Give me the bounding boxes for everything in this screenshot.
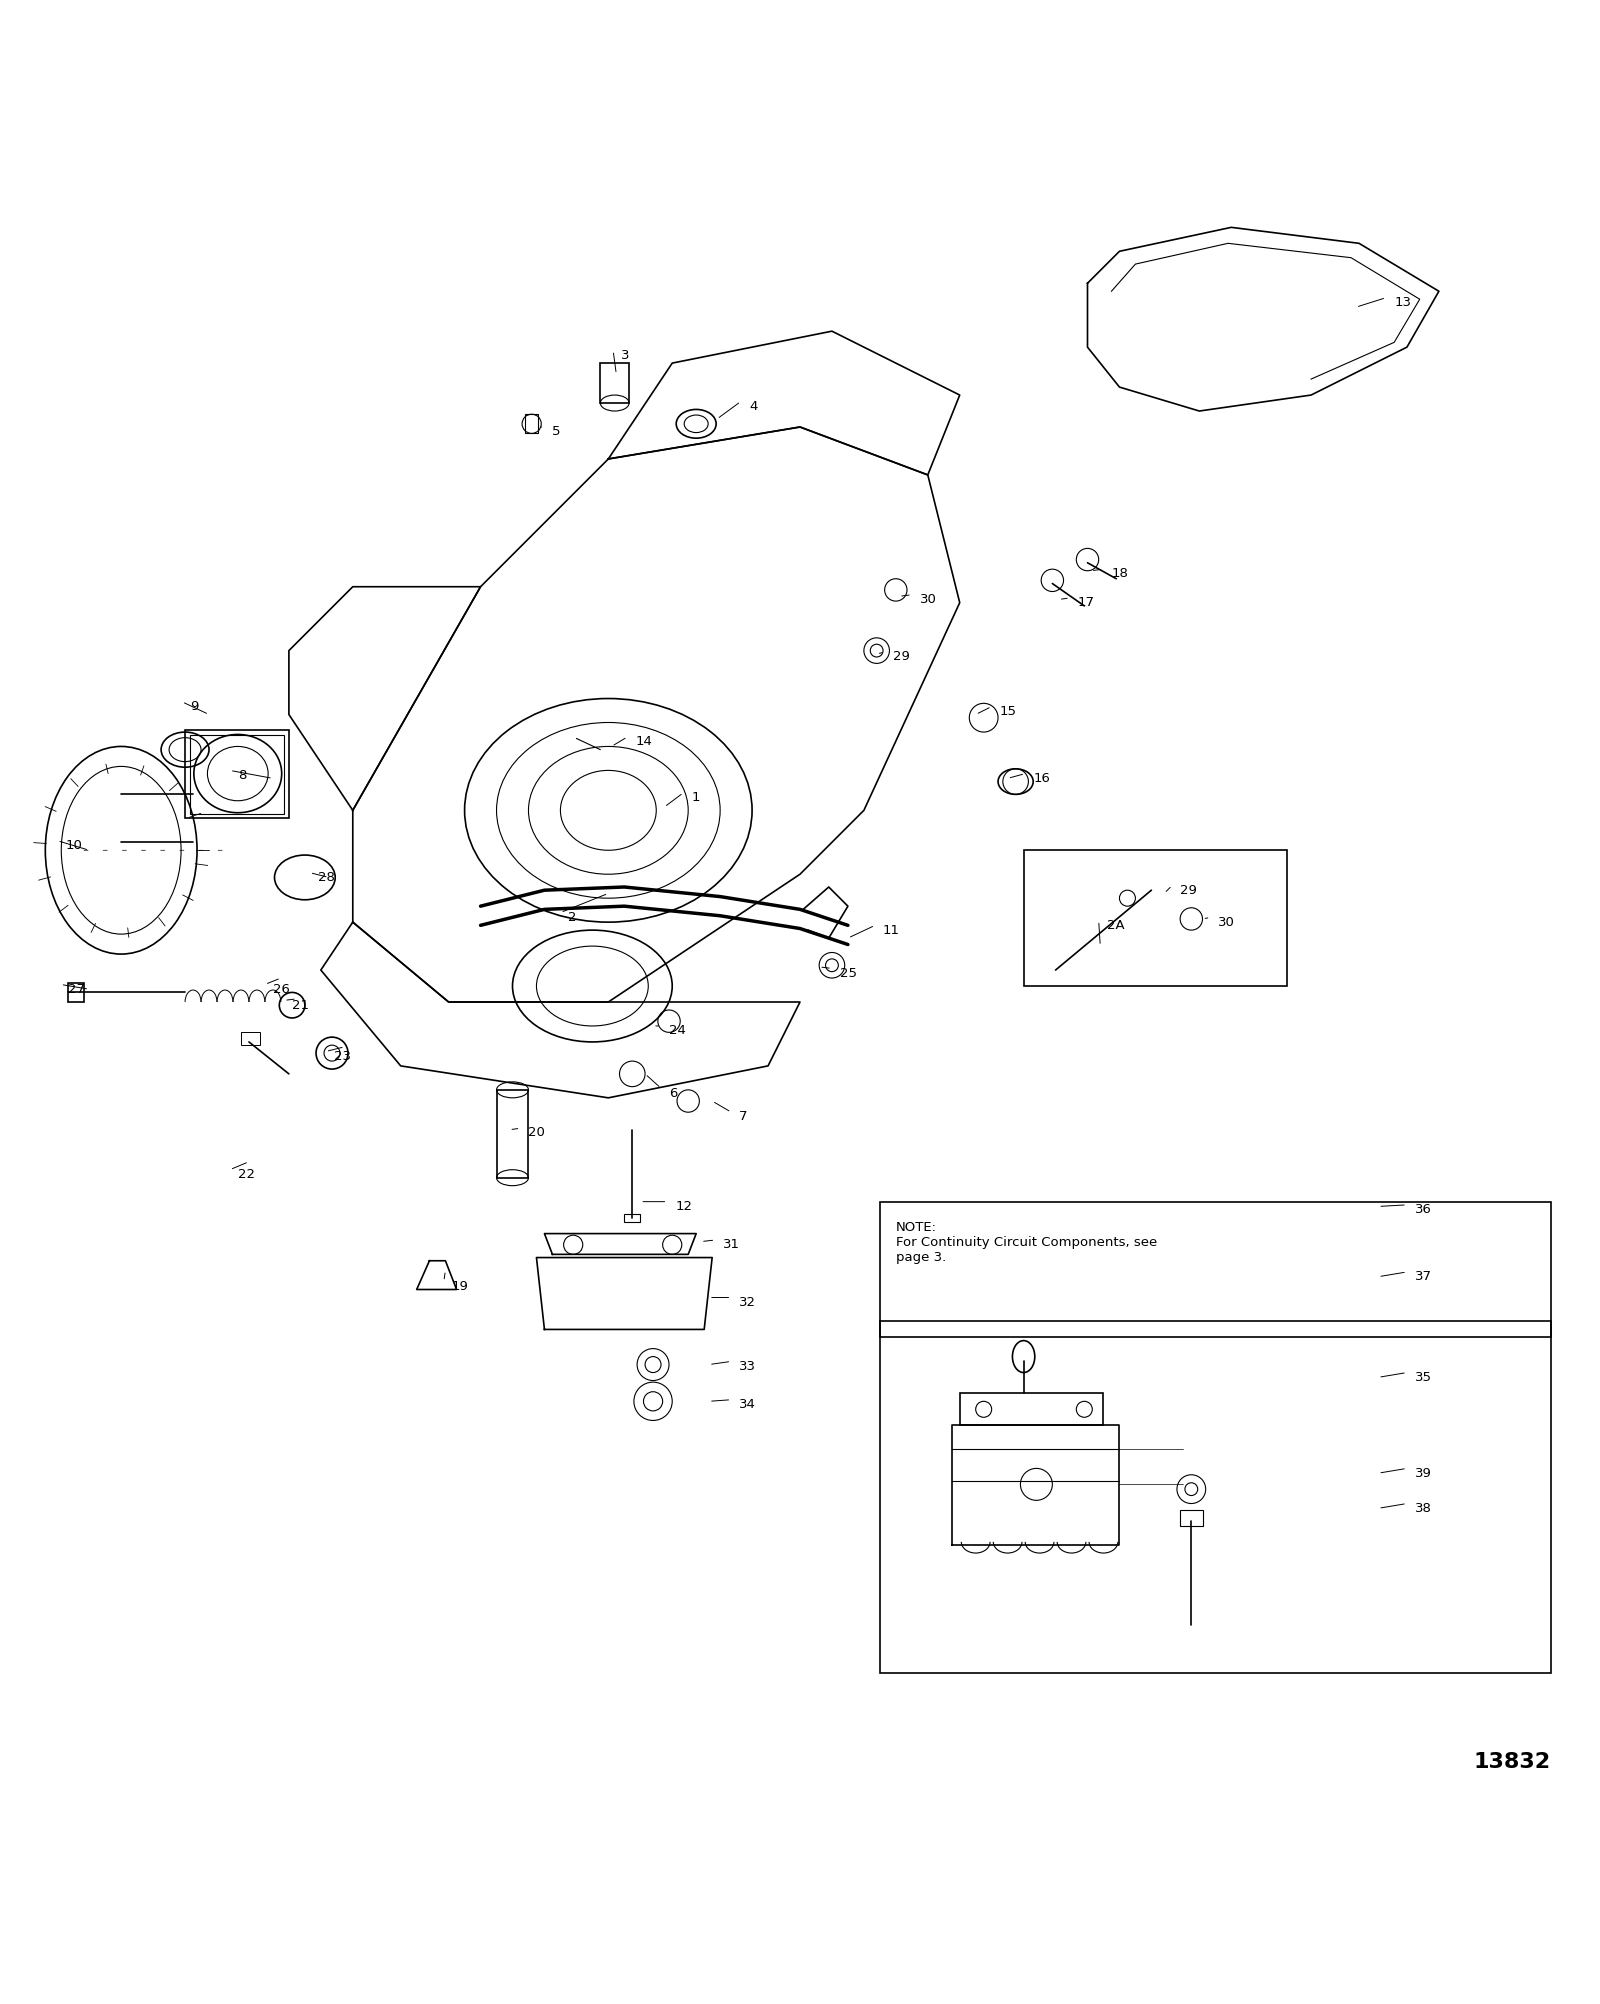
Bar (1181, 1509, 1203, 1525)
Text: 7: 7 (739, 1110, 747, 1124)
Text: 23: 23 (334, 1050, 350, 1062)
Text: 20: 20 (528, 1126, 546, 1140)
Text: 36: 36 (1414, 1202, 1432, 1216)
Text: 22: 22 (238, 1168, 254, 1180)
Text: 1: 1 (691, 792, 699, 804)
Text: 29: 29 (1181, 884, 1197, 896)
Text: 13: 13 (1394, 297, 1411, 309)
Bar (960, 1393, 1104, 1425)
Bar (69, 982, 85, 1002)
Text: 30: 30 (1219, 916, 1235, 928)
Bar (496, 1090, 528, 1178)
Circle shape (563, 1281, 589, 1305)
Bar (880, 1321, 1550, 1673)
Text: 9: 9 (190, 699, 198, 713)
Text: 25: 25 (840, 966, 858, 980)
Bar (1024, 850, 1286, 986)
Text: 38: 38 (1414, 1501, 1432, 1515)
Text: 27: 27 (69, 982, 85, 996)
Text: 3: 3 (621, 349, 630, 361)
Text: 8: 8 (238, 770, 246, 782)
Text: 18: 18 (1112, 567, 1128, 581)
Text: 29: 29 (893, 651, 909, 663)
Text: 17: 17 (1078, 597, 1094, 609)
Bar (624, 1214, 640, 1222)
Text: 10: 10 (66, 840, 82, 852)
Text: 39: 39 (1414, 1467, 1432, 1479)
Text: 16: 16 (1034, 772, 1050, 786)
Text: NOTE:
For Continuity Circuit Components, see
page 3.: NOTE: For Continuity Circuit Components,… (896, 1220, 1157, 1265)
Text: 30: 30 (920, 593, 936, 605)
Text: 11: 11 (883, 924, 901, 936)
Text: 15: 15 (1000, 705, 1016, 717)
Text: 19: 19 (451, 1281, 469, 1293)
Bar (190, 735, 285, 814)
Text: 12: 12 (675, 1200, 693, 1212)
Text: 33: 33 (739, 1359, 757, 1373)
Text: 26: 26 (274, 982, 290, 996)
Text: 34: 34 (739, 1399, 757, 1411)
Text: 13832: 13832 (1474, 1751, 1550, 1772)
Text: 2A: 2A (1107, 918, 1125, 932)
Text: 28: 28 (318, 872, 334, 884)
Bar (600, 363, 629, 403)
Text: 31: 31 (723, 1238, 741, 1250)
Polygon shape (536, 1259, 712, 1329)
Bar (242, 1032, 261, 1046)
Text: 37: 37 (1414, 1271, 1432, 1283)
Text: 2: 2 (568, 912, 578, 924)
Text: 21: 21 (293, 998, 309, 1012)
Text: 4: 4 (749, 399, 757, 413)
Text: 32: 32 (739, 1297, 757, 1309)
Text: 14: 14 (635, 735, 653, 747)
Bar (186, 731, 290, 818)
Text: 6: 6 (669, 1086, 677, 1100)
Text: 5: 5 (552, 425, 562, 439)
Bar (880, 1202, 1550, 1337)
Bar (525, 415, 538, 433)
Text: 35: 35 (1414, 1371, 1432, 1385)
Text: 24: 24 (669, 1024, 686, 1038)
